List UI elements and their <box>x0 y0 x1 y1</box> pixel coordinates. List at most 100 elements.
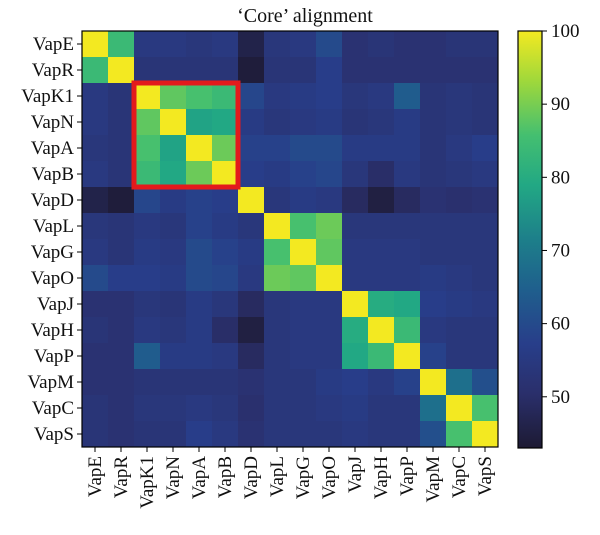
heatmap-cell-VapD-VapA <box>186 187 213 214</box>
x-tick-label-VapG: VapG <box>293 456 314 500</box>
heatmap-cell-VapN-VapE <box>82 109 109 136</box>
y-tick-label-VapR: VapR <box>32 60 75 81</box>
heatmap-cell-VapN-VapJ <box>342 109 369 136</box>
heatmap-cells <box>81 30 499 448</box>
heatmap-cell-VapG-VapD <box>238 239 265 266</box>
heatmap-cell-VapC-VapA <box>186 395 213 422</box>
heatmap-cell-VapL-VapH <box>368 213 395 240</box>
heatmap-cell-VapO-VapR <box>108 265 135 292</box>
heatmap-cell-VapN-VapN <box>160 109 187 136</box>
heatmap-cell-VapB-VapE <box>82 161 109 188</box>
heatmap-cell-VapM-VapR <box>108 369 135 396</box>
heatmap-cell-VapB-VapJ <box>342 161 369 188</box>
heatmap-cell-VapS-VapD <box>238 421 265 448</box>
heatmap-cell-VapH-VapD <box>238 317 265 344</box>
heatmap-cell-VapP-VapA <box>186 343 213 370</box>
heatmap-cell-VapE-VapR <box>108 31 135 58</box>
heatmap-cell-VapD-VapR <box>108 187 135 214</box>
y-tick-label-VapO: VapO <box>31 268 74 289</box>
heatmap-cell-VapM-VapD <box>238 369 265 396</box>
plot-frame <box>81 30 499 448</box>
heatmap-cell-VapG-VapN <box>160 239 187 266</box>
heatmap-cell-VapC-VapB <box>212 395 239 422</box>
y-tick-label-VapM: VapM <box>28 372 75 393</box>
heatmap-cell-VapB-VapC <box>446 161 473 188</box>
heatmap-cell-VapM-VapJ <box>342 369 369 396</box>
heatmap-cell-VapN-VapS <box>472 109 499 136</box>
heatmap-cell-VapO-VapC <box>446 265 473 292</box>
heatmap-cell-VapH-VapM <box>420 317 447 344</box>
heatmap-cell-VapH-VapS <box>472 317 499 344</box>
heatmap-cell-VapC-VapC <box>446 395 473 422</box>
heatmap-cell-VapA-VapC <box>446 135 473 162</box>
colorbar-tick-label-100: 100 <box>551 21 580 42</box>
heatmap-cell-VapO-VapO <box>316 265 343 292</box>
heatmap-cell-VapB-VapP <box>394 161 421 188</box>
heatmap-cell-VapA-VapK1 <box>134 135 161 162</box>
heatmap-cell-VapJ-VapN <box>160 291 187 318</box>
y-axis-labels: VapE VapR VapK1 VapN VapA VapB VapD VapL VapG Vap… <box>21 34 82 445</box>
heatmap-cell-VapP-VapJ <box>342 343 369 370</box>
heatmap-cell-VapA-VapB <box>212 135 239 162</box>
heatmap-cell-VapO-VapD <box>238 265 265 292</box>
heatmap-cell-VapS-VapG <box>290 421 317 448</box>
heatmap-cell-VapE-VapP <box>394 31 421 58</box>
heatmap-cell-VapD-VapG <box>290 187 317 214</box>
heatmap-cell-VapK1-VapC <box>446 83 473 110</box>
heatmap-cell-VapC-VapP <box>394 395 421 422</box>
heatmap-cell-VapL-VapE <box>82 213 109 240</box>
heatmap-cell-VapK1-VapM <box>420 83 447 110</box>
x-tick-label-VapO: VapO <box>319 456 340 499</box>
heatmap-cell-VapN-VapP <box>394 109 421 136</box>
heatmap-cell-VapS-VapH <box>368 421 395 448</box>
colorbar-tick-label-70: 70 <box>551 240 570 261</box>
heatmap-cell-VapG-VapL <box>264 239 291 266</box>
heatmap-cell-VapG-VapH <box>368 239 395 266</box>
y-tick-label-VapN: VapN <box>31 112 75 133</box>
heatmap-cell-VapJ-VapB <box>212 291 239 318</box>
heatmap-cell-VapJ-VapA <box>186 291 213 318</box>
heatmap-cell-VapK1-VapD <box>238 83 265 110</box>
colorbar-tick-label-60: 60 <box>551 314 570 335</box>
heatmap-cell-VapS-VapO <box>316 421 343 448</box>
highlight-group <box>131 80 241 190</box>
heatmap-cell-VapD-VapN <box>160 187 187 214</box>
heatmap-cell-VapJ-VapH <box>368 291 395 318</box>
heatmap-cell-VapH-VapE <box>82 317 109 344</box>
heatmap-cell-VapO-VapN <box>160 265 187 292</box>
colorbar-gradient <box>517 30 543 449</box>
heatmap-cell-VapR-VapG <box>290 57 317 84</box>
heatmap-cell-VapK1-VapO <box>316 83 343 110</box>
heatmap-cell-VapP-VapH <box>368 343 395 370</box>
heatmap-cell-VapR-VapH <box>368 57 395 84</box>
heatmap-cell-VapK1-VapR <box>108 83 135 110</box>
heatmap-cell-VapR-VapB <box>212 57 239 84</box>
heatmap-cell-VapR-VapK1 <box>134 57 161 84</box>
heatmap-cell-VapG-VapJ <box>342 239 369 266</box>
y-tick-label-VapE: VapE <box>33 34 74 55</box>
heatmap-cell-VapM-VapH <box>368 369 395 396</box>
heatmap-cell-VapS-VapL <box>264 421 291 448</box>
heatmap-cell-VapO-VapM <box>420 265 447 292</box>
heatmap-cell-VapP-VapK1 <box>134 343 161 370</box>
heatmap-cell-VapS-VapN <box>160 421 187 448</box>
heatmap-cell-VapE-VapM <box>420 31 447 58</box>
heatmap-cell-VapD-VapP <box>394 187 421 214</box>
colorbar-tick-label-50: 50 <box>551 387 570 408</box>
heatmap-cell-VapN-VapO <box>316 109 343 136</box>
x-tick-label-VapN: VapN <box>163 456 184 500</box>
heatmap-cell-VapB-VapM <box>420 161 447 188</box>
heatmap-cell-VapH-VapL <box>264 317 291 344</box>
heatmap-cell-VapM-VapS <box>472 369 499 396</box>
heatmap-cell-VapC-VapD <box>238 395 265 422</box>
y-tick-label-VapP: VapP <box>34 346 74 367</box>
heatmap-cell-VapM-VapE <box>82 369 109 396</box>
heatmap-cell-VapM-VapG <box>290 369 317 396</box>
x-tick-label-VapK1: VapK1 <box>137 456 158 509</box>
heatmap-cell-VapA-VapP <box>394 135 421 162</box>
heatmap-cell-VapJ-VapC <box>446 291 473 318</box>
y-tick-label-VapH: VapH <box>31 320 75 341</box>
heatmap-cell-VapL-VapC <box>446 213 473 240</box>
heatmap-cell-VapC-VapO <box>316 395 343 422</box>
